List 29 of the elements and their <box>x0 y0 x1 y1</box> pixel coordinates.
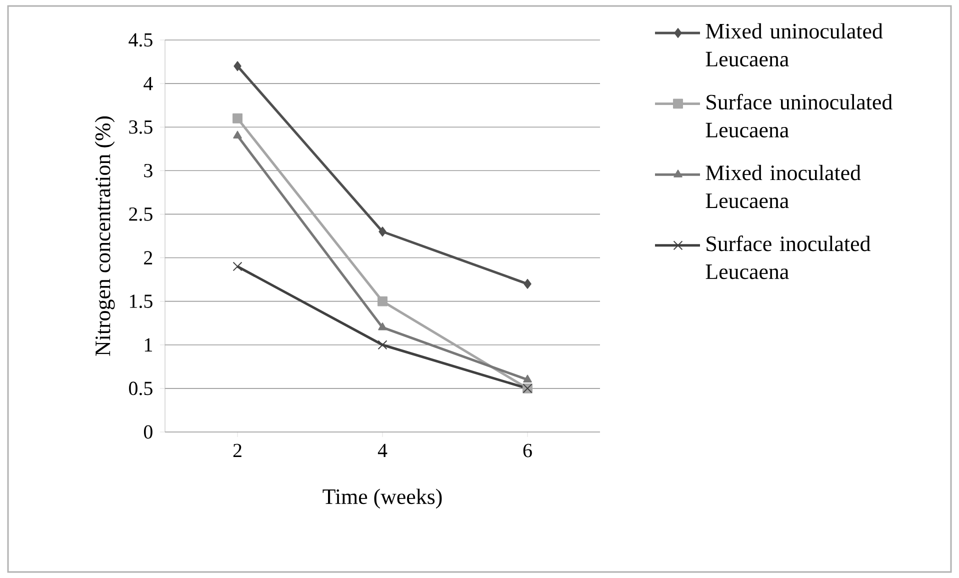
x-axis-title: Time (weeks) <box>322 488 442 509</box>
x-tick-label: 6 <box>523 444 532 458</box>
point <box>232 262 242 272</box>
point <box>378 340 388 350</box>
y-tick-label: 2.5 <box>129 207 152 221</box>
y-axis-title: Nitrogen concentration (%) <box>94 116 115 356</box>
point <box>234 61 242 72</box>
point <box>233 130 242 139</box>
legend-label: Mixed uninoculated Leucaena <box>706 23 883 67</box>
y-tick-label: 0.5 <box>129 382 152 396</box>
legend-label: Surface uninoculated Leucaena <box>706 94 892 138</box>
y-tick-label: 1 <box>144 338 152 352</box>
legend-label: Mixed inoculated Leucaena <box>706 164 861 208</box>
y-tick-label: 3 <box>144 164 152 178</box>
point <box>378 296 388 306</box>
y-tick-label: 4.5 <box>128 33 152 47</box>
legend-label: Surface inoculated Leucaena <box>706 236 870 280</box>
y-tick-label: 1.5 <box>130 294 152 308</box>
y-tick-label: 3.5 <box>129 120 152 134</box>
point <box>378 322 387 330</box>
y-tick-label: 2 <box>144 251 152 264</box>
point <box>523 374 532 382</box>
point <box>524 278 532 289</box>
point <box>378 226 386 237</box>
y-tick-label: 0 <box>144 425 152 439</box>
x-tick-label: 4 <box>378 444 388 457</box>
point <box>232 113 242 124</box>
x-tick-label: 2 <box>233 444 242 458</box>
y-tick-label: 4 <box>144 76 153 90</box>
